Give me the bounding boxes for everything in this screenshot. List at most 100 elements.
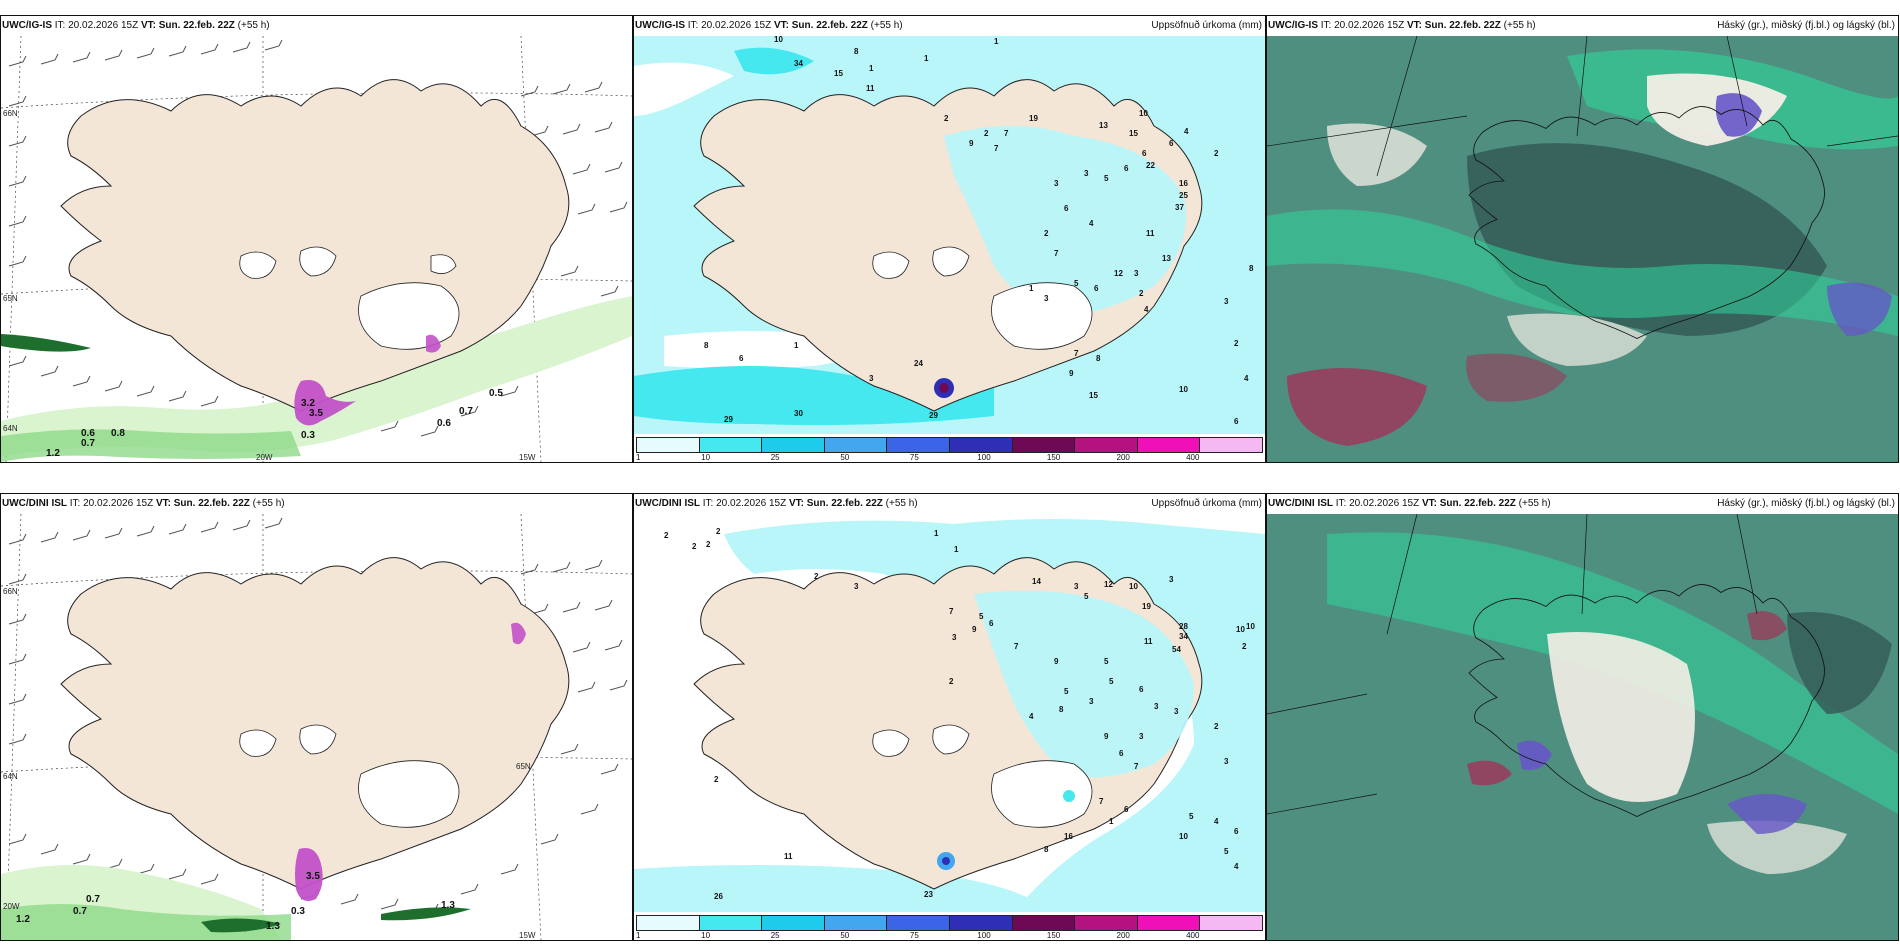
precip-value: 1 [1109,817,1114,826]
cloud-red-patch [1467,760,1512,786]
precip-value: 4 [1244,374,1249,383]
graticule-labels: 15W 66N 64N 20W 65N [3,587,536,940]
precip-value: 11 [1146,229,1155,238]
precip-value: 34 [1179,632,1188,641]
legend-label: 50 [840,453,850,462]
wind-label: 3.5 [306,871,320,882]
lead-time: (+55 h) [237,20,270,31]
precip-value: 3 [1154,702,1159,711]
precip-value: 2 [944,114,949,123]
cloud-grid-lines [1267,36,1898,177]
precip-value: 9 [972,625,977,634]
precip-value: 19 [1029,114,1038,123]
precip-value: 9 [1104,732,1109,741]
wind-label: 0.3 [301,430,315,441]
cloud-grid-lines [1267,514,1758,815]
precip-value: 2 [1214,722,1219,731]
precip-value: 25 [1179,191,1188,200]
precip-value: 8 [1249,264,1254,273]
cloud-blue-patch [1517,740,1552,770]
wind-label: 0.7 [81,438,95,449]
precip-legend: 1 10 25 50 75 100 150 200 400 [634,434,1265,462]
precip-dry-south [664,331,855,369]
legend-label: 75 [909,453,919,462]
precip-value: 11 [784,852,793,861]
legend-label: 25 [770,453,780,462]
precip-value: 7 [994,144,999,153]
precip-value: 30 [794,409,803,418]
legend-label: 1 [636,453,641,462]
precip-value: 5 [1109,677,1114,686]
legend-label: 75 [909,931,919,940]
precip-value: 1 [954,545,959,554]
cloud-red-mid [1466,353,1567,402]
precip-value: 8 [1044,845,1049,854]
precip-dry-area [634,62,734,116]
legend-swatch [1200,438,1262,452]
valid-time-label: VT: [788,498,804,509]
legend-swatch [1075,916,1138,930]
init-time: IT: 20.02.2026 15Z [702,498,787,509]
legend-swatch [1137,916,1201,930]
panel-title: Uppsöfnuð úrkoma (mm) [1151,20,1262,31]
wind-green-core-east [381,907,471,921]
precip-map: 10 34 15 8 1 11 1 1 2 9 2 19 7 7 13 15 1… [634,36,1265,434]
cloud-white-south [1707,820,1847,874]
wind-magenta-core [294,380,356,426]
precip-value: 6 [1169,139,1174,148]
panel-header: UWC/DINI ISL IT: 20.02.2026 15Z VT: Sun.… [1267,494,1898,514]
precip-value: 5 [1074,279,1079,288]
precip-value: 10 [1179,385,1188,394]
lat-label: 64N [3,424,18,433]
wind-label: 3.2 [301,398,315,409]
wind-labels: 0.7 0.7 1.3 3.5 0.3 1.2 1.3 [16,871,455,932]
precip-value: 2 [716,527,721,536]
precip-value: 10 [1139,109,1148,118]
cloud-white-west [1327,123,1427,186]
precip-land-wet [944,126,1186,316]
lon-label: 20W [256,453,273,462]
valid-time-label: VT: [155,498,171,509]
precip-value: 7 [1074,349,1079,358]
legend-swatch [762,916,825,930]
precip-value: 6 [1124,164,1129,173]
precip-value: 11 [866,84,875,93]
precip-value: 3 [869,374,874,383]
precip-value: 3 [1044,294,1049,303]
legend-swatch [637,438,700,452]
panel-header: UWC/DINI ISL IT: 20.02.2026 15Z VT: Sun.… [634,494,1265,514]
panel-header: UWC/IG-IS IT: 20.02.2026 15Z VT: Sun. 22… [1,16,632,36]
precip-value: 4 [1234,862,1239,871]
precip-value: 29 [929,411,938,420]
valid-time: Sun. 22.feb. 22Z [173,498,250,509]
legend-label: 10 [701,453,711,462]
precip-value: 8 [1059,705,1064,714]
precip-value: 3 [1054,179,1059,188]
legend-color-bar [636,915,1263,931]
precip-value: 2 [984,129,989,138]
graticule-labels: 20W 15W 66N 65N 64N [3,109,536,462]
valid-time-label: VT: [773,20,789,31]
precip-value: 5 [1224,847,1229,856]
precip-value: 11 [1144,637,1153,646]
precip-value: 2 [1139,289,1144,298]
precip-value: 6 [739,354,744,363]
precip-value: 3 [952,633,957,642]
precip-values: 10 34 15 8 1 11 1 1 2 9 2 19 7 7 13 15 1… [704,36,1254,426]
precip-value: 6 [1124,805,1129,814]
precip-value: 10 [1179,832,1188,841]
precip-value: 3 [1089,697,1094,706]
precip-value: 3 [854,582,859,591]
precip-value: 2 [1214,149,1219,158]
valid-time-label: VT: [1406,20,1422,31]
legend-label: 1 [636,931,641,940]
precip-value: 24 [914,359,923,368]
precip-value: 4 [1214,817,1219,826]
legend-label: 200 [1116,931,1130,940]
panel-title: Háský (gr.), miðský (fj.bl.) og lágský (… [1717,20,1895,31]
precip-value: 2 [1044,229,1049,238]
legend-color-bar [636,437,1263,453]
precip-panel-row2: UWC/DINI ISL IT: 20.02.2026 15Z VT: Sun.… [633,493,1266,941]
cloud-white-core [1547,632,1695,802]
precip-value: 7 [1134,762,1139,771]
